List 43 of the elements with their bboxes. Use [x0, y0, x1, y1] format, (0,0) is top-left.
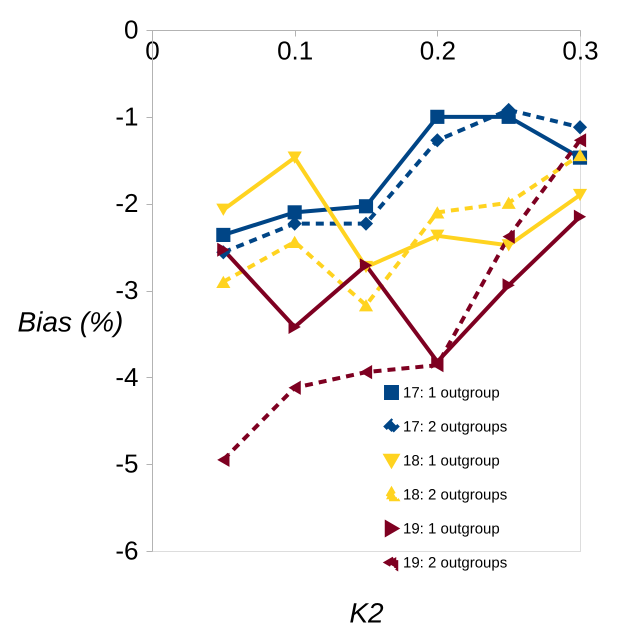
legend-label: 17: 2 outgroups	[403, 418, 508, 436]
x-tick-label: 0.3	[562, 36, 599, 66]
x-axis-title: K2	[349, 598, 384, 628]
point	[216, 276, 230, 288]
y-tick-label: -5	[115, 448, 138, 479]
point	[574, 210, 586, 224]
point	[572, 148, 588, 162]
point	[288, 152, 302, 164]
point	[502, 230, 515, 244]
point	[502, 196, 516, 209]
y-tick-label: -6	[115, 536, 138, 566]
point	[572, 120, 588, 134]
point	[217, 242, 230, 257]
point	[216, 204, 230, 216]
point	[360, 258, 372, 272]
point	[217, 452, 230, 467]
point	[430, 133, 444, 148]
point	[430, 230, 444, 242]
legend-label: 19: 2 outgroups	[403, 554, 508, 572]
y-tick-label: -1	[115, 101, 138, 132]
point	[430, 206, 444, 218]
x-tick-label: 0.2	[420, 36, 456, 66]
legend-label: 18: 2 outgroups	[403, 486, 508, 504]
y-tick-label: -2	[115, 188, 138, 218]
legend-label: 19: 1 outgroup	[403, 520, 500, 538]
point	[288, 205, 302, 220]
y-axis-title: Bias (%)	[18, 306, 124, 338]
legend-label: 17: 1 outgroup	[403, 384, 500, 402]
y-tick-label: -3	[115, 275, 138, 305]
y-tick-label: -4	[115, 362, 138, 392]
x-tick-label: 0	[145, 36, 160, 66]
point	[572, 188, 588, 202]
point	[430, 110, 444, 124]
point	[288, 380, 301, 395]
point	[358, 199, 374, 214]
legend-label: 18: 1 outgroup	[403, 452, 500, 470]
x-tick-label: 0.1	[277, 36, 314, 66]
point	[358, 216, 374, 231]
point	[216, 228, 230, 242]
point	[574, 133, 586, 148]
point	[360, 365, 372, 380]
point	[358, 299, 374, 312]
y-tick-label: 0	[124, 14, 138, 44]
